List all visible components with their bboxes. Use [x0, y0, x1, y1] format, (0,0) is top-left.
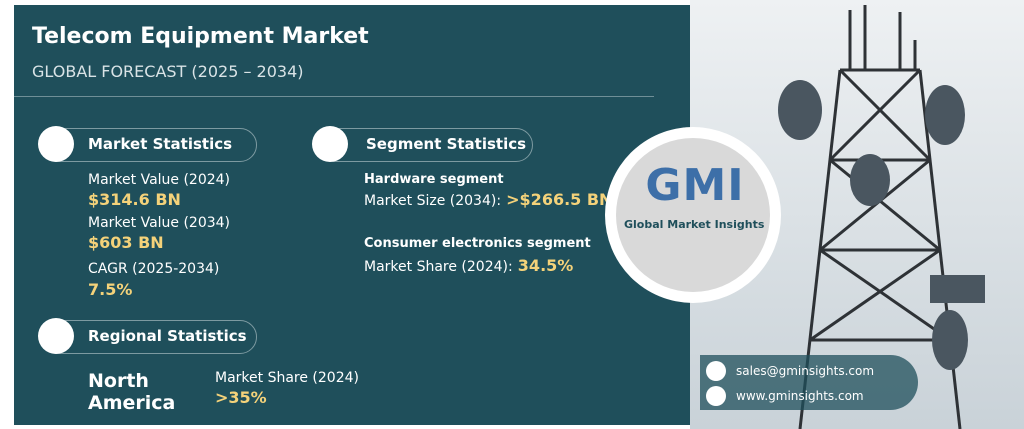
stat-label: Market Share (2024): — [364, 259, 513, 275]
section-title: Market Statistics — [88, 135, 233, 153]
contact-website[interactable]: www.gminsights.com — [736, 389, 864, 403]
region-name: North America — [88, 370, 176, 414]
logo-disc — [616, 138, 770, 292]
web-icon — [706, 386, 726, 406]
section-title: Segment Statistics — [366, 135, 527, 153]
section-icon — [312, 126, 348, 162]
stat-value: 34.5% — [517, 256, 574, 275]
subtitle: GLOBAL FORECAST (2025 – 2034) — [32, 62, 304, 81]
logo-mark: GMI — [645, 160, 745, 211]
stats-panel — [14, 5, 690, 425]
stat-label: Market Size (2034): — [364, 193, 502, 209]
logo-text: Global Market Insights — [624, 218, 765, 231]
segment-name: Consumer electronics segment — [364, 236, 591, 251]
section-icon — [38, 318, 74, 354]
stat-label: Market Value (2034) — [88, 215, 231, 231]
contact-box — [700, 355, 918, 410]
stat-value: >$266.5 BN — [506, 190, 613, 209]
stat-value: 7.5% — [88, 280, 133, 299]
segment-name: Hardware segment — [364, 172, 504, 187]
section-title: Regional Statistics — [88, 327, 247, 345]
stat-value: $603 BN — [88, 233, 164, 252]
stat-value: >35% — [215, 388, 267, 407]
segment-stat: Market Size (2034): >$266.5 BN — [364, 190, 612, 209]
divider — [14, 96, 654, 97]
title: Telecom Equipment Market — [32, 24, 369, 49]
section-icon — [38, 126, 74, 162]
email-icon — [706, 361, 726, 381]
stat-label: Market Share (2024) — [215, 370, 359, 386]
stat-label: Market Value (2024) — [88, 172, 231, 188]
contact-email[interactable]: sales@gminsights.com — [736, 364, 875, 378]
stat-value: $314.6 BN — [88, 190, 181, 209]
segment-stat: Market Share (2024): 34.5% — [364, 256, 573, 275]
stat-label: CAGR (2025-2034) — [88, 261, 220, 277]
